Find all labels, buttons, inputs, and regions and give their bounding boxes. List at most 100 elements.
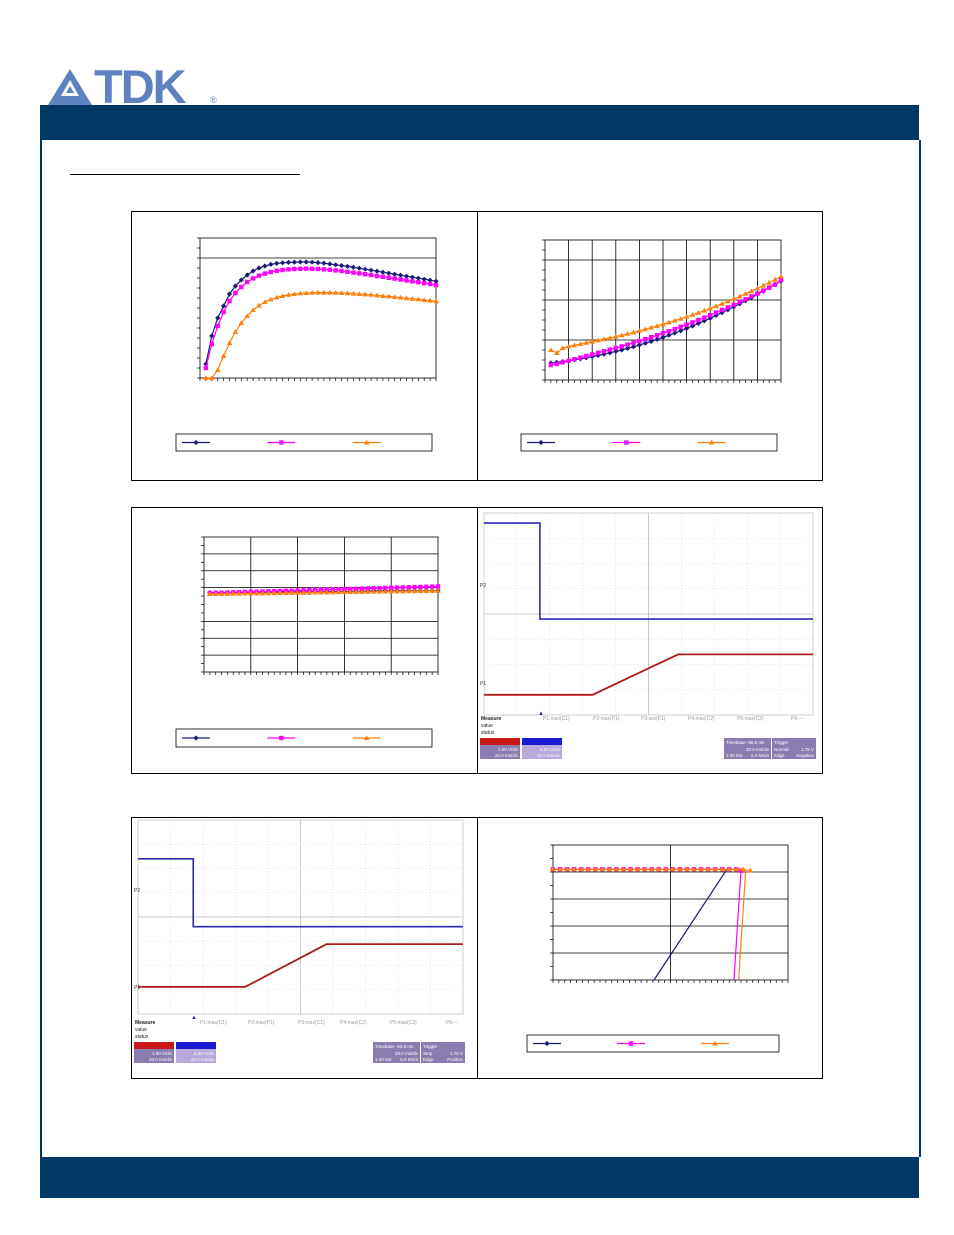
chart-series-2-point bbox=[209, 341, 214, 347]
chart-series-3-point bbox=[748, 288, 755, 294]
chart-3-plot bbox=[201, 536, 441, 675]
chart-series-3-point bbox=[683, 314, 690, 319]
chart-series-2-point bbox=[666, 329, 672, 334]
chart-series-4-point bbox=[620, 866, 627, 872]
chart-series-2-point bbox=[262, 271, 268, 276]
scope-c2-box bbox=[176, 1049, 216, 1063]
scope-trace-bottom bbox=[138, 943, 463, 988]
chart-series-3-point bbox=[203, 375, 209, 380]
chart-series-2-point bbox=[327, 267, 332, 272]
scope-trigger-label: Trigger bbox=[774, 740, 789, 745]
panel-divider bbox=[477, 507, 478, 774]
chart-series-2-point bbox=[365, 586, 370, 591]
chart-series-1-point bbox=[268, 261, 274, 267]
chart-series-3-line bbox=[205, 291, 437, 379]
chart-series-2-point bbox=[435, 584, 441, 589]
scope-measure-4: P4:max(C2) bbox=[340, 1020, 367, 1026]
chart-series-3-point bbox=[427, 297, 433, 303]
chart-series-2-point bbox=[404, 278, 409, 283]
chart-series-3-point bbox=[571, 342, 578, 348]
chart-series-2-line bbox=[205, 267, 437, 369]
chart-series-2-point bbox=[336, 587, 341, 592]
chart-series-3-point bbox=[288, 590, 295, 595]
chart-series-1-point bbox=[648, 338, 654, 344]
chart-series-1-point bbox=[250, 268, 256, 274]
scope-grid bbox=[138, 820, 463, 1014]
chart-series-4-point bbox=[606, 866, 613, 872]
chart-series-3-point bbox=[618, 332, 625, 338]
chart-series-4-point bbox=[578, 866, 584, 872]
chart-series-1-point bbox=[309, 259, 315, 265]
scope-channel-label-top: P2 bbox=[134, 888, 140, 894]
chart-legend-marker-3 bbox=[363, 439, 370, 445]
chart-series-2-point bbox=[345, 269, 350, 274]
scope-c2-tab bbox=[522, 738, 562, 745]
chart-series-3-line bbox=[550, 275, 782, 354]
chart-series-2-point bbox=[566, 358, 571, 363]
chart-series-4-point bbox=[634, 866, 641, 872]
chart-series-2-point bbox=[595, 350, 601, 355]
chart-series-3-point bbox=[329, 589, 336, 595]
chart-series-2-point bbox=[601, 349, 607, 354]
chart-series-1-point bbox=[392, 271, 398, 277]
chart-series-2-point bbox=[737, 299, 742, 305]
scope-c1-tab bbox=[480, 738, 520, 745]
chart-series-3-point bbox=[636, 328, 643, 333]
scope-c2-vdiv: 5.00 V/div bbox=[540, 747, 561, 752]
chart-series-1-point bbox=[285, 259, 292, 265]
chart-series-2-point bbox=[398, 277, 403, 282]
chart-series-3-point bbox=[327, 289, 333, 295]
scope-measure-6: P6:--- bbox=[446, 1020, 459, 1026]
scope-trigger-slope: Positive bbox=[447, 1057, 463, 1062]
chart-series-2-point bbox=[377, 585, 382, 591]
chart-series-4-point bbox=[740, 866, 747, 872]
chart-series-3-point bbox=[672, 317, 678, 323]
section-title-underline bbox=[70, 174, 300, 175]
chart-series-3-point bbox=[273, 294, 280, 300]
scope-measure-4: P4:max(C2) bbox=[688, 716, 715, 722]
chart-series-3-point bbox=[760, 282, 767, 288]
chart-series-3-point bbox=[356, 291, 363, 296]
scope-c2-tdiv: 20.0 ms/div bbox=[191, 1057, 215, 1062]
chart-series-2-point bbox=[250, 276, 256, 281]
scope-trigger-box bbox=[772, 738, 816, 759]
chart-series-3-point bbox=[548, 347, 554, 352]
chart-series-3-point bbox=[253, 590, 260, 596]
chart-series-2-point bbox=[637, 338, 642, 344]
chart-series-2-point bbox=[239, 284, 244, 290]
chart-series-2-point bbox=[613, 345, 618, 351]
chart-series-3-point bbox=[324, 589, 330, 595]
chart-series-3-point bbox=[370, 588, 377, 594]
chart-series-2-point bbox=[590, 352, 595, 357]
chart-series-3-point bbox=[318, 589, 324, 595]
chart-series-4-point bbox=[747, 867, 754, 873]
chart-series-1-point bbox=[256, 265, 262, 271]
chart-legend-marker-1 bbox=[538, 439, 544, 446]
footer-bar bbox=[40, 1157, 919, 1198]
chart-series-3-point bbox=[268, 296, 274, 302]
chart-series-4-point bbox=[564, 866, 570, 872]
chart-series-1-point bbox=[398, 272, 404, 278]
chart-3-legend bbox=[175, 728, 433, 748]
chart-series-3-point bbox=[386, 293, 392, 299]
chart-legend-marker-3 bbox=[712, 1040, 718, 1046]
chart-series-2-point bbox=[607, 347, 613, 352]
chart-series-1-point bbox=[380, 269, 386, 275]
chart-series-5-line bbox=[738, 870, 747, 981]
chart-series-4-point bbox=[663, 866, 669, 872]
chart-series-3-point bbox=[283, 590, 289, 596]
chart-series-3-point bbox=[766, 279, 772, 285]
chart-series-2-point bbox=[400, 585, 406, 590]
scope-timebase-box bbox=[724, 738, 771, 759]
chart-series-2-point bbox=[386, 275, 391, 280]
scope-timebase-rate: 5.0 MS/s bbox=[751, 753, 770, 758]
chart-series-3-point bbox=[259, 590, 266, 596]
chart-series-4-point bbox=[670, 866, 676, 872]
logo-wordmark: TDK bbox=[94, 60, 187, 113]
chart-series-1-point bbox=[409, 274, 415, 280]
chart-series-3-point bbox=[374, 292, 380, 298]
chart-series-3-point bbox=[400, 588, 406, 594]
chart-series-2-point bbox=[380, 274, 386, 279]
chart-plot-area bbox=[203, 536, 439, 673]
chart-plot-area bbox=[199, 237, 437, 379]
